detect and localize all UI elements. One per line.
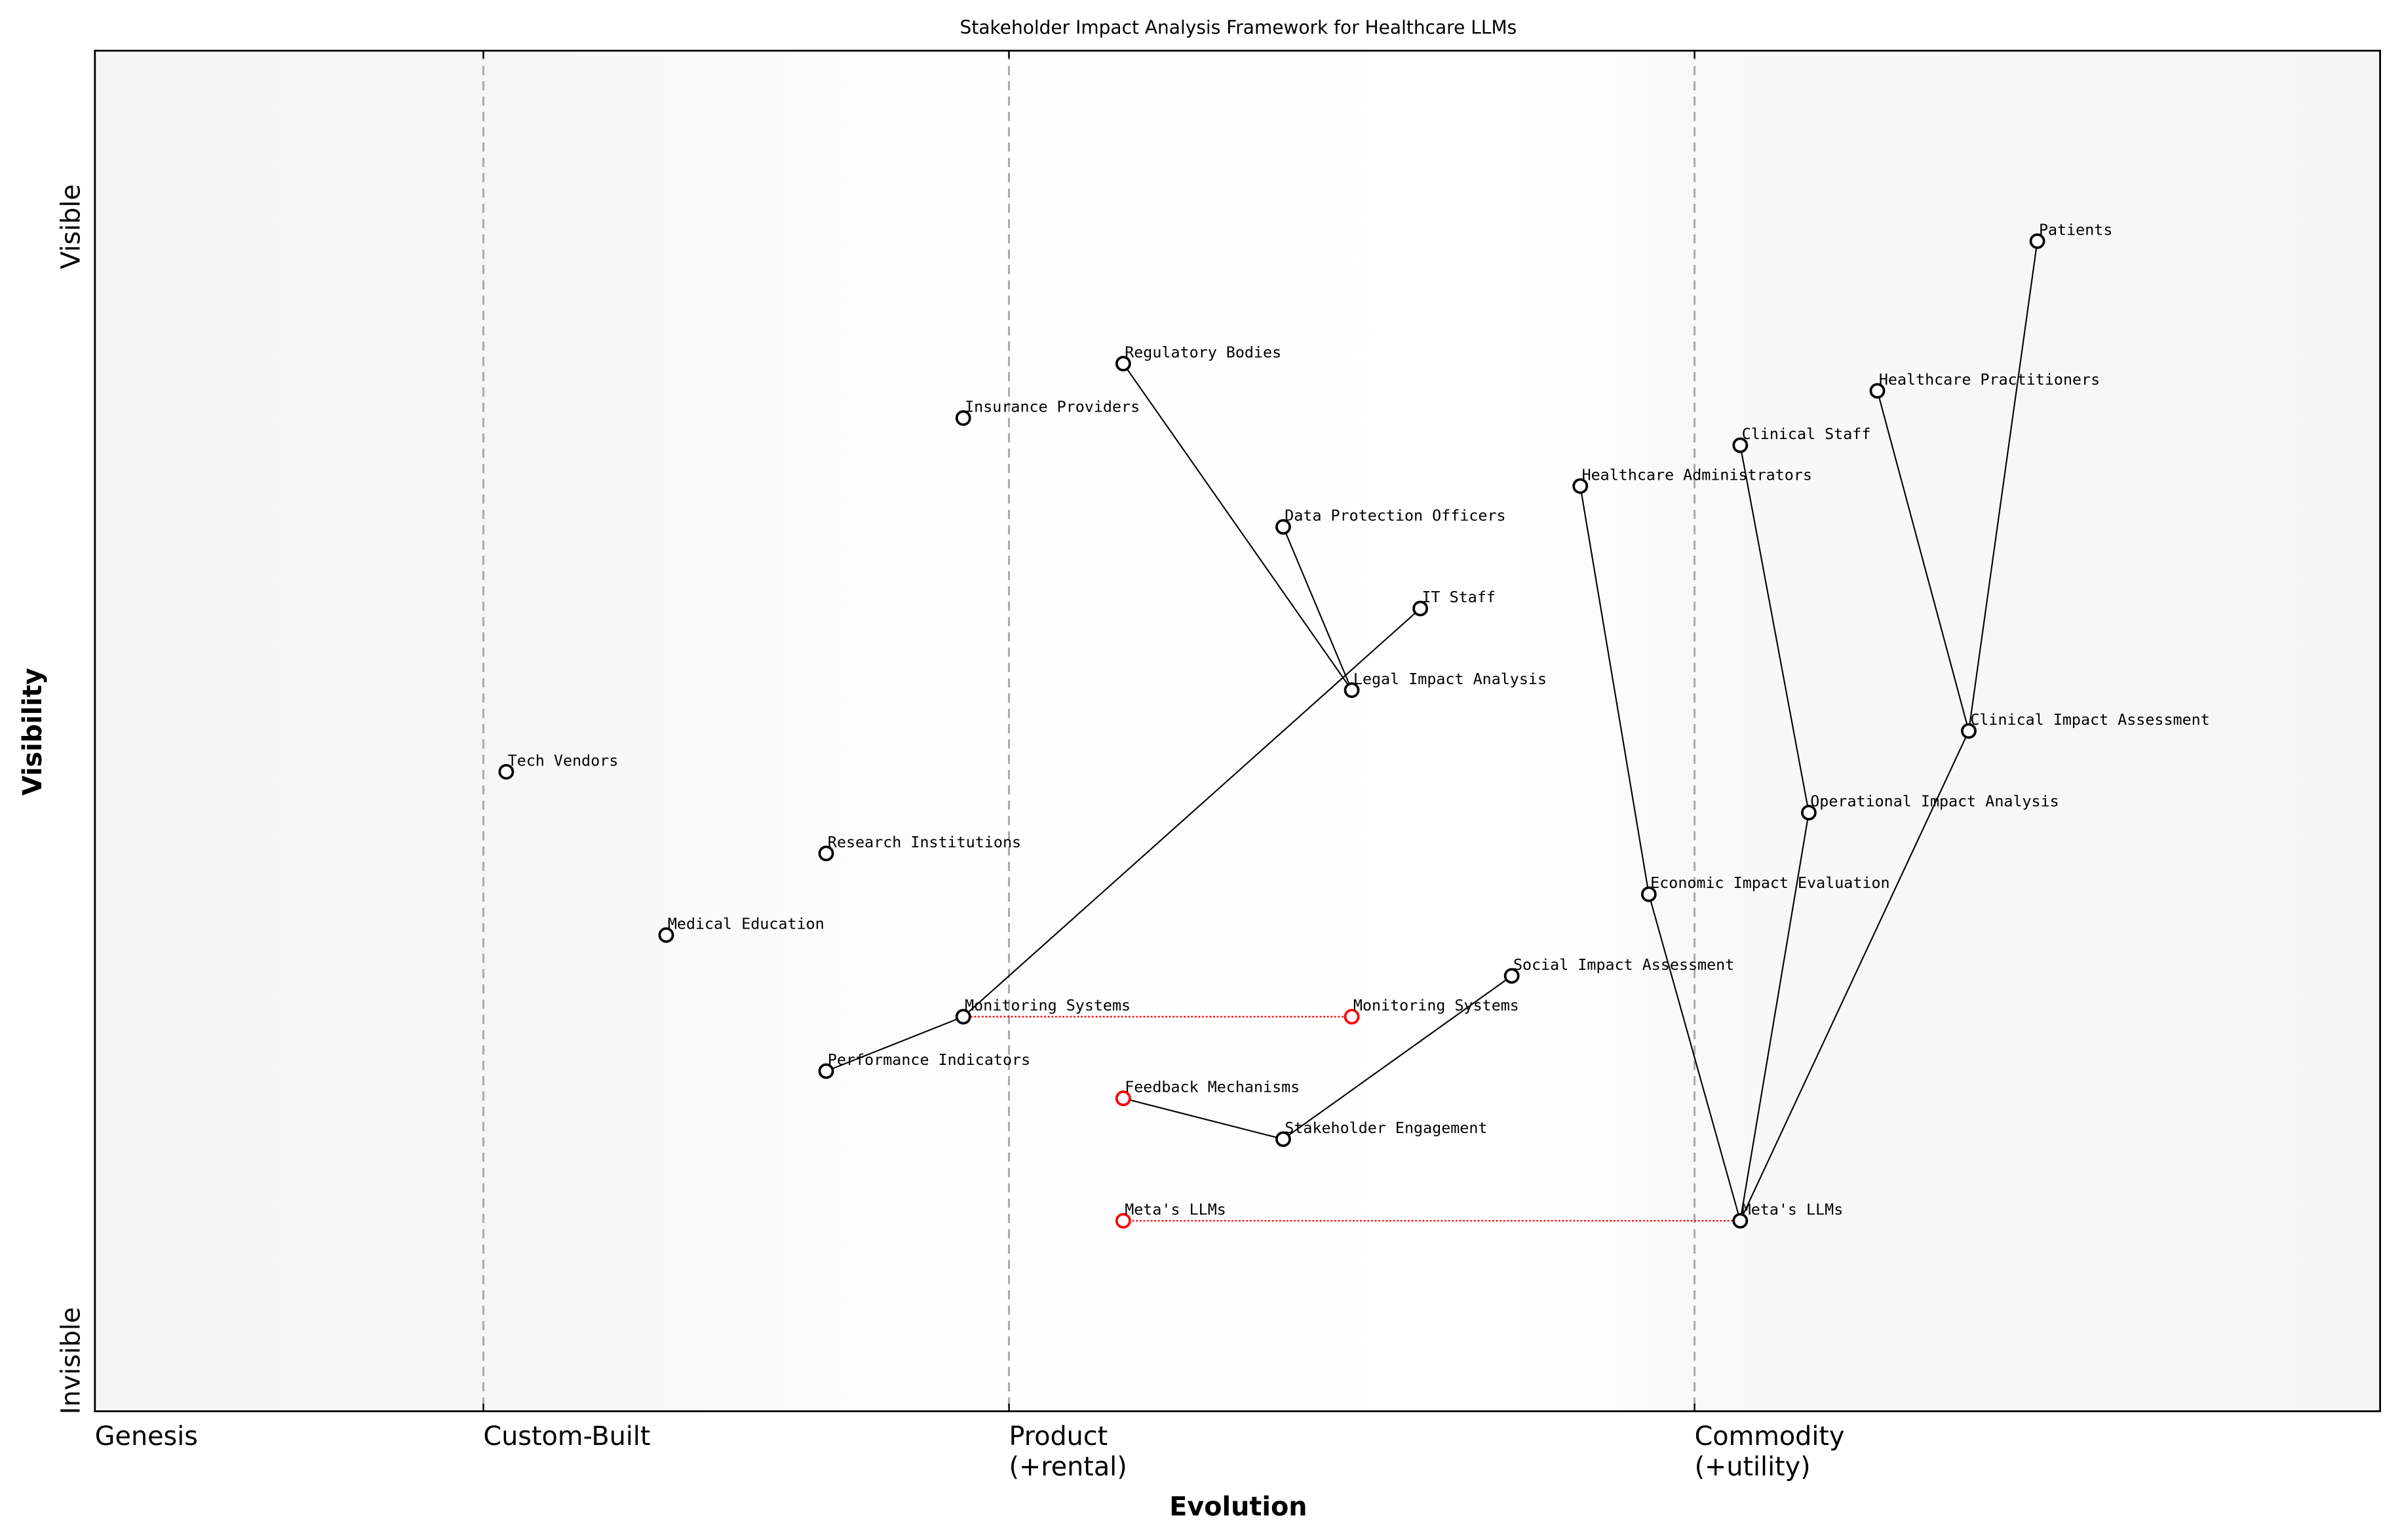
component-node-monitoring-systems <box>955 1009 971 1025</box>
link-it-staff-to-monitoring-systems <box>963 607 1421 1018</box>
component-node-clinical-staff <box>1732 437 1749 453</box>
chart-title: Stakeholder Impact Analysis Framework fo… <box>960 17 1517 39</box>
evolved-label-meta-s-llms: Meta's LLMs <box>1125 1201 1226 1219</box>
component-label-operational-impact-analysis: Operational Impact Analysis <box>1810 792 2059 811</box>
component-label-insurance-providers: Insurance Providers <box>965 398 1140 416</box>
node-layer: Patients Healthcare Practitioners Clinical… <box>498 221 2210 1229</box>
evolved-label-monitoring-systems: Monitoring Systems <box>1353 996 1519 1014</box>
link-stakeholder-engagement-to-feedback-mechanisms <box>1123 1098 1284 1140</box>
component-label-social-impact-assessment: Social Impact Assessment <box>1513 955 1734 974</box>
x-axis-label: Evolution <box>1169 1492 1307 1522</box>
evolved-node-monitoring-systems <box>1344 1009 1360 1025</box>
x-tick-genesis: Genesis <box>95 1421 198 1452</box>
component-node-clinical-impact-assessment <box>1961 723 1977 739</box>
link-social-impact-assessment-to-stakeholder-engagement <box>1283 975 1513 1140</box>
link-data-protection-officers-to-legal-impact-analysis <box>1282 526 1353 691</box>
component-label-data-protection-officers: Data Protection Officers <box>1285 507 1505 525</box>
link-clinical-impact-assessment-to-meta-s-llms <box>1739 731 1969 1222</box>
plot-frame <box>94 49 2382 1412</box>
link-patients-to-clinical-impact-assessment <box>1967 241 2038 731</box>
component-node-patients <box>2029 233 2045 249</box>
component-node-social-impact-assessment <box>1503 968 1520 984</box>
component-node-insurance-providers <box>955 410 971 426</box>
link-performance-indicators-to-monitoring-systems <box>826 1016 964 1072</box>
component-label-medical-education: Medical Education <box>668 915 824 933</box>
component-node-stakeholder-engagement <box>1275 1131 1291 1147</box>
component-label-performance-indicators: Performance Indicators <box>828 1050 1030 1069</box>
stage-layer: Genesis Custom-Built Product (+rental) Commo… <box>95 50 1845 1482</box>
link-healthcare-practitioners-to-clinical-impact-assessment <box>1876 391 1970 731</box>
x-tick-product: Product (+rental) <box>1009 1421 1127 1482</box>
component-label-stakeholder-engagement: Stakeholder Engagement <box>1285 1119 1487 1137</box>
component-node-data-protection-officers <box>1275 519 1291 535</box>
component-label-meta-s-llms: Meta's LLMs <box>1742 1201 1844 1219</box>
evolved-node-meta-s-llms <box>1115 1212 1131 1229</box>
evolution-layer <box>963 1016 1741 1222</box>
component-label-feedback-mechanisms: Feedback Mechanisms <box>1125 1078 1300 1096</box>
component-label-clinical-staff: Clinical Staff <box>1742 425 1871 443</box>
x-tick-commodity: Commodity (+utility) <box>1695 1421 1845 1482</box>
component-label-tech-vendors: Tech Vendors <box>508 751 619 769</box>
component-node-regulatory-bodies <box>1115 355 1131 372</box>
link-operational-impact-analysis-to-meta-s-llms <box>1739 812 1810 1222</box>
component-node-medical-education <box>658 927 674 943</box>
component-label-regulatory-bodies: Regulatory Bodies <box>1125 343 1281 362</box>
component-label-it-staff: IT Staff <box>1422 588 1496 606</box>
component-node-research-institutions <box>818 845 834 862</box>
link-clinical-staff-to-operational-impact-analysis <box>1739 445 1810 813</box>
link-economic-impact-evaluation-to-meta-s-llms <box>1648 894 1741 1222</box>
link-layer <box>826 241 2038 1222</box>
component-label-healthcare-administrators: Healthcare Administrators <box>1582 465 1812 484</box>
y-tick-visible: Visible <box>56 184 86 269</box>
component-node-healthcare-practitioners <box>1869 383 1886 399</box>
component-node-operational-impact-analysis <box>1801 805 1817 820</box>
component-label-healthcare-practitioners: Healthcare Practitioners <box>1879 370 2100 389</box>
link-regulatory-bodies-to-legal-impact-analysis <box>1123 363 1353 691</box>
y-tick-invisible: Invisible <box>56 1307 86 1415</box>
component-node-healthcare-administrators <box>1572 478 1589 494</box>
component-label-patients: Patients <box>2039 221 2112 239</box>
component-label-clinical-impact-assessment: Clinical Impact Assessment <box>1970 710 2209 729</box>
evolved-node-feedback-mechanisms <box>1115 1090 1131 1106</box>
link-healthcare-administrators-to-economic-impact-evaluation <box>1579 486 1650 895</box>
component-node-legal-impact-analysis <box>1344 682 1360 699</box>
plot-area <box>94 50 2380 1412</box>
component-label-legal-impact-analysis: Legal Impact Analysis <box>1353 670 1547 688</box>
component-label-economic-impact-evaluation: Economic Impact Evaluation <box>1650 874 1889 892</box>
component-label-monitoring-systems: Monitoring Systems <box>965 996 1131 1014</box>
component-label-research-institutions: Research Institutions <box>828 833 1021 851</box>
component-node-meta-s-llms <box>1732 1212 1749 1229</box>
component-node-performance-indicators <box>818 1063 834 1079</box>
component-node-economic-impact-evaluation <box>1640 886 1657 902</box>
component-node-tech-vendors <box>498 763 514 780</box>
component-node-it-staff <box>1412 600 1429 617</box>
y-axis-label: Visibility <box>18 668 48 796</box>
x-tick-custom-built: Custom-Built <box>484 1421 651 1452</box>
